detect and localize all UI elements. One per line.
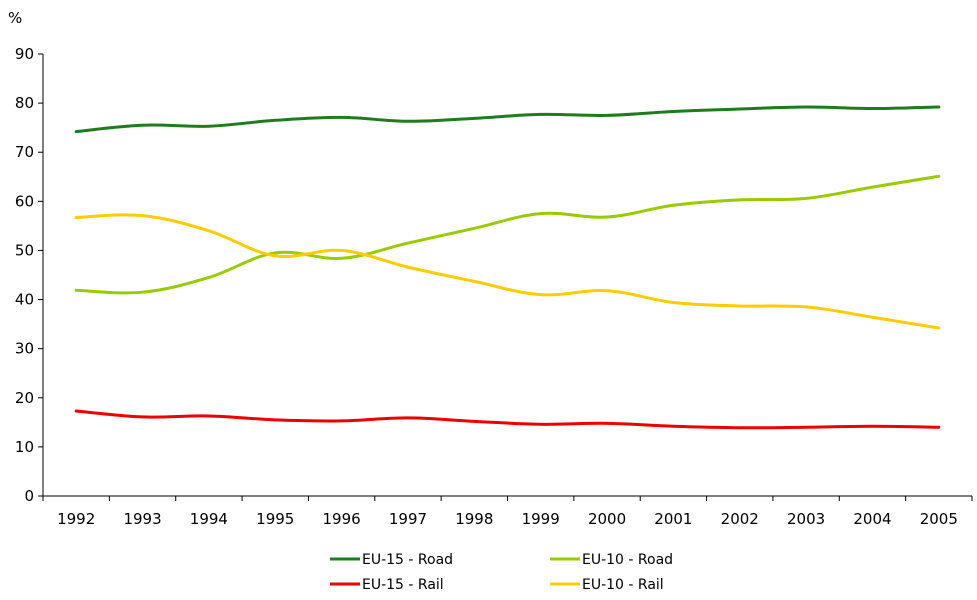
y-tick-label: 80 bbox=[15, 94, 34, 112]
legend-label: EU-15 - Road bbox=[362, 552, 453, 568]
x-tick-label: 1997 bbox=[389, 510, 427, 528]
legend: EU-15 - Road EU-10 - Road EU-15 - Rail EU-1… bbox=[330, 552, 673, 593]
series-eu-15-rail bbox=[74, 409, 941, 430]
x-tick-label: 2002 bbox=[721, 510, 759, 528]
series-eu-10-rail bbox=[74, 213, 941, 330]
y-tick-label: 30 bbox=[15, 340, 34, 358]
y-axis-unit-label: % bbox=[8, 9, 22, 27]
series-line-eu-10-road bbox=[74, 174, 941, 295]
series-line-eu-15-road bbox=[74, 105, 941, 134]
series-eu-15-road bbox=[74, 105, 941, 134]
y-tick-label: 60 bbox=[15, 192, 34, 210]
legend-item-eu-15-road: EU-15 - Road bbox=[330, 552, 453, 568]
x-tick-label: 2005 bbox=[920, 510, 958, 528]
series-eu-10-road bbox=[74, 174, 941, 295]
y-tick-label: 0 bbox=[24, 487, 34, 505]
x-tick-label: 1996 bbox=[323, 510, 361, 528]
y-tick-label: 50 bbox=[15, 241, 34, 259]
legend-label: EU-15 - Rail bbox=[362, 577, 444, 593]
legend-label: EU-10 - Road bbox=[582, 552, 673, 568]
y-tick-label: 40 bbox=[15, 291, 34, 309]
x-tick-label: 2003 bbox=[787, 510, 825, 528]
series-layer bbox=[74, 105, 941, 430]
x-tick-label: 2004 bbox=[853, 510, 891, 528]
x-tick-label: 1994 bbox=[190, 510, 228, 528]
legend-item-eu-10-rail: EU-10 - Rail bbox=[550, 577, 664, 593]
series-line-eu-10-rail bbox=[74, 213, 941, 330]
x-tick-label: 1995 bbox=[256, 510, 294, 528]
x-tick-label: 1993 bbox=[123, 510, 161, 528]
y-tick-label: 20 bbox=[15, 389, 34, 407]
x-tick-label: 2001 bbox=[654, 510, 692, 528]
x-tick-label: 1999 bbox=[522, 510, 560, 528]
legend-label: EU-10 - Rail bbox=[582, 577, 664, 593]
x-tick-label: 1992 bbox=[57, 510, 95, 528]
x-tick-label: 1998 bbox=[455, 510, 493, 528]
series-line-eu-15-rail bbox=[74, 409, 941, 430]
y-tick-label: 10 bbox=[15, 438, 34, 456]
y-tick-label: 90 bbox=[15, 45, 34, 63]
legend-item-eu-15-rail: EU-15 - Rail bbox=[330, 577, 444, 593]
x-tick-label: 2000 bbox=[588, 510, 626, 528]
axes: 0 10 20 30 40 50 60 70 80 90 1992 1993 1994 1995 1996 1… bbox=[15, 45, 973, 528]
legend-item-eu-10-road: EU-10 - Road bbox=[550, 552, 673, 568]
y-tick-label: 70 bbox=[15, 143, 34, 161]
